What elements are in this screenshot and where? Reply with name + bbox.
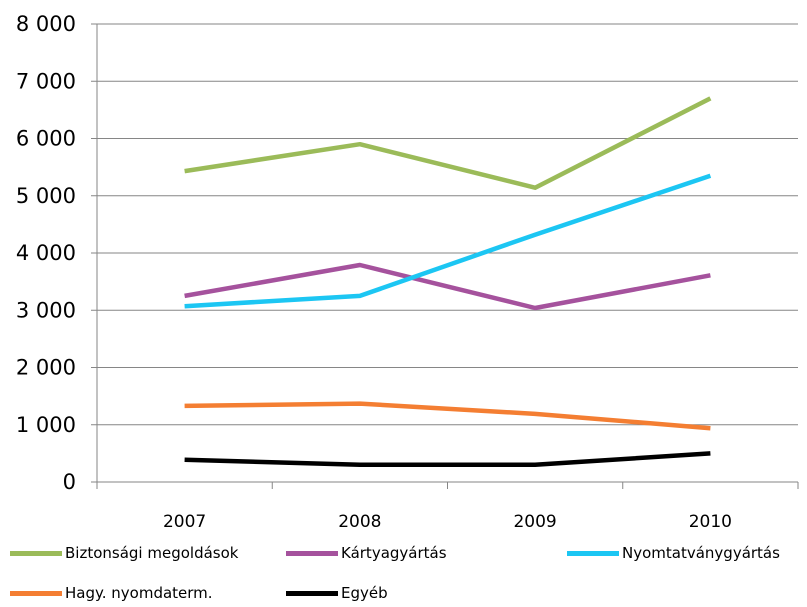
series-line-4 (184, 451, 711, 468)
y-tick-label: 3 000 (16, 298, 76, 322)
gridlines (97, 23, 798, 426)
y-axis-tick-labels: 0 1 000 2 000 3 000 4 000 5 000 6 000 7 000 8 00… (16, 12, 76, 494)
y-tick-label: 6 000 (16, 127, 76, 151)
y-tick-label: 7 000 (16, 69, 76, 93)
legend-label: Hagy. nyomdaterm. (65, 584, 213, 602)
axes (91, 23, 799, 489)
series-line-0 (184, 96, 712, 190)
legend-item-biztonsagi: Biztonsági megoldások (10, 544, 238, 562)
legend-item-hagy-nyomdaterm: Hagy. nyomdaterm. (10, 584, 213, 602)
y-tick-label: 5 000 (16, 184, 76, 208)
x-tick-label: 2010 (689, 512, 732, 532)
series-line-1 (184, 262, 711, 311)
legend-swatch (567, 550, 619, 556)
x-tick-label: 2009 (513, 512, 556, 532)
y-tick-label: 4 000 (16, 241, 76, 265)
y-tick-label: 0 (63, 470, 76, 494)
x-tick-label: 2007 (163, 512, 206, 532)
legend-label: Egyéb (341, 584, 388, 602)
legend-swatch (286, 590, 338, 596)
legend-label: Biztonsági megoldások (65, 544, 239, 562)
legend-item-egyeb: Egyéb (286, 584, 388, 602)
y-tick-label: 2 000 (16, 356, 76, 380)
legend-label: Nyomtatványgyártás (622, 544, 780, 562)
legend-swatch (286, 550, 338, 556)
series-line-2 (184, 173, 712, 309)
x-tick-label: 2008 (338, 512, 381, 532)
legend-label: Kártyagyártás (341, 544, 447, 562)
legend-swatch (10, 550, 62, 556)
legend-item-nyomtatvanygyartas: Nyomtatványgyártás (567, 544, 780, 562)
x-axis-tick-labels: 2007 2008 2009 2010 (163, 512, 732, 532)
y-tick-label: 1 000 (16, 413, 76, 437)
legend-item-kartyagyartas: Kártyagyártás (286, 544, 447, 562)
series-lines (184, 96, 712, 468)
series-line-3 (184, 401, 711, 431)
legend-swatch (10, 590, 62, 596)
y-tick-label: 8 000 (16, 12, 76, 36)
